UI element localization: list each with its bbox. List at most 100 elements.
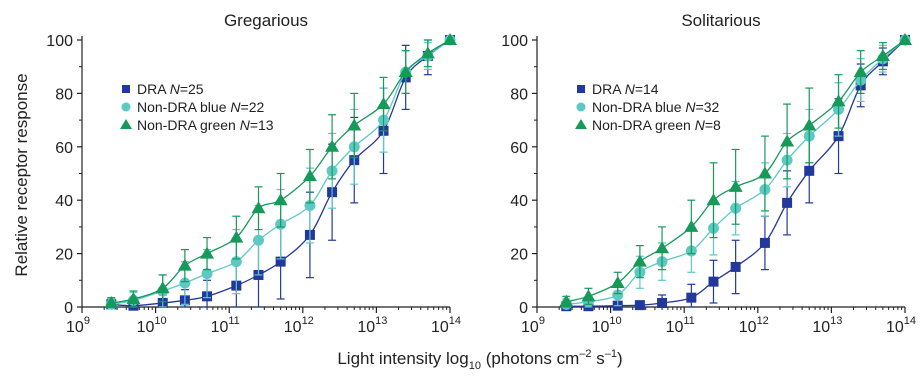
data-point-triangle <box>684 219 699 232</box>
x-axis-label-suffix: ) <box>617 349 623 368</box>
data-point-triangle <box>632 254 647 267</box>
data-point-triangle <box>251 201 266 214</box>
legend-label-n: N <box>685 99 696 115</box>
x-axis-label-subscript: 10 <box>469 360 481 372</box>
legend-label: DRA N=25 <box>137 81 204 97</box>
x-tick-base: 10 <box>592 319 610 336</box>
y-tick-label: 60 <box>510 140 528 157</box>
x-tick-exponent: 10 <box>609 315 621 327</box>
legend-label-n: N <box>695 117 706 133</box>
y-tick-label: 80 <box>55 86 73 103</box>
x-tick-label: 1014 <box>886 315 916 336</box>
y-tick-label: 0 <box>64 300 73 317</box>
x-tick-label: 1013 <box>812 315 842 336</box>
y-axis-label: Relative receptor response <box>12 73 31 276</box>
y-tick-label: 20 <box>510 247 528 264</box>
data-point-circle <box>612 289 624 301</box>
x-tick-label: 109 <box>66 315 90 336</box>
data-point-triangle <box>581 289 596 302</box>
data-point-triangle <box>655 241 670 254</box>
x-tick-label: 1012 <box>739 315 769 336</box>
legend-label-name: Non-DRA blue <box>137 99 230 115</box>
y-tick-label: 80 <box>510 86 528 103</box>
y-tick-label: 40 <box>510 193 528 210</box>
legend-label-n: N <box>625 81 636 97</box>
x-tick-base: 10 <box>739 319 757 336</box>
x-tick-base: 10 <box>666 319 684 336</box>
data-point-triangle <box>325 139 340 152</box>
x-tick-label: 1011 <box>666 315 695 336</box>
legend-label-value: =32 <box>696 99 720 115</box>
x-tick-label: 1010 <box>137 315 167 336</box>
x-tick-exponent: 12 <box>757 315 769 327</box>
data-point-square <box>782 197 793 208</box>
data-point-triangle <box>177 258 192 271</box>
x-tick-exponent: 9 <box>539 315 545 327</box>
data-point-triangle <box>853 65 868 78</box>
legend-label-name: Non-DRA green <box>592 117 695 133</box>
x-tick-label: 1012 <box>284 315 314 336</box>
legend-marker-square <box>122 85 130 93</box>
data-point-triangle <box>104 295 119 308</box>
x-tick-exponent: 13 <box>830 315 842 327</box>
x-tick-label: 1011 <box>211 315 240 336</box>
series-triangle <box>104 33 457 308</box>
x-tick-exponent: 10 <box>154 315 166 327</box>
x-tick-exponent: 14 <box>449 315 461 327</box>
x-axis-label-prefix: Light intensity log <box>337 349 468 368</box>
legend-marker-circle <box>576 102 586 112</box>
legend-label-n: N <box>230 99 241 115</box>
x-axis-label: Light intensity log10 (photons cm–2 s–1) <box>337 348 622 372</box>
legend-label-value: =22 <box>241 99 265 115</box>
legend-marker-triangle <box>120 119 132 129</box>
legend-label: Non-DRA blue N=22 <box>137 99 264 115</box>
x-tick-label: 1014 <box>431 315 461 336</box>
x-tick-base: 10 <box>284 319 302 336</box>
data-point-triangle <box>898 33 912 45</box>
legend-label-name: DRA <box>592 81 625 97</box>
chart-title: Solitarious <box>681 11 760 30</box>
data-point-circle <box>252 234 264 246</box>
y-tick-label: 20 <box>55 247 73 264</box>
legend-label-value: =13 <box>250 117 274 133</box>
legend-label: Non-DRA green N=8 <box>592 117 721 133</box>
data-point-square <box>275 256 286 267</box>
data-point-triangle <box>200 246 215 259</box>
series-triangle <box>559 33 912 308</box>
x-tick-base: 10 <box>431 319 449 336</box>
y-tick-label: 100 <box>501 33 528 50</box>
y-tick-label: 100 <box>46 33 73 50</box>
data-point-triangle <box>155 281 170 294</box>
legend-label-n: N <box>170 81 181 97</box>
x-tick-base: 10 <box>66 319 84 336</box>
data-point-circle <box>201 268 213 280</box>
data-point-triangle <box>875 49 890 62</box>
legend-label: Non-DRA blue N=32 <box>592 99 719 115</box>
legend-label-n: N <box>240 117 251 133</box>
x-tick-exponent: 12 <box>302 315 314 327</box>
x-tick-base: 10 <box>886 319 904 336</box>
data-point-triangle <box>802 118 817 131</box>
x-tick-base: 10 <box>211 319 229 336</box>
x-tick-base: 10 <box>521 319 539 336</box>
data-point-square <box>657 297 668 308</box>
x-tick-exponent: 11 <box>228 315 239 327</box>
data-point-triangle <box>780 134 795 147</box>
x-tick-label: 109 <box>521 315 545 336</box>
data-point-square <box>686 292 697 303</box>
data-point-triangle <box>728 179 743 192</box>
data-point-triangle <box>398 65 413 78</box>
data-point-triangle <box>559 294 574 307</box>
data-point-triangle <box>126 291 141 304</box>
x-tick-base: 10 <box>357 319 375 336</box>
legend-label-value: =8 <box>705 117 721 133</box>
legend-label: Non-DRA green N=13 <box>137 117 274 133</box>
x-tick-exponent: 11 <box>683 315 694 327</box>
data-point-triangle <box>443 33 457 45</box>
legend-label-name: DRA <box>137 81 170 97</box>
